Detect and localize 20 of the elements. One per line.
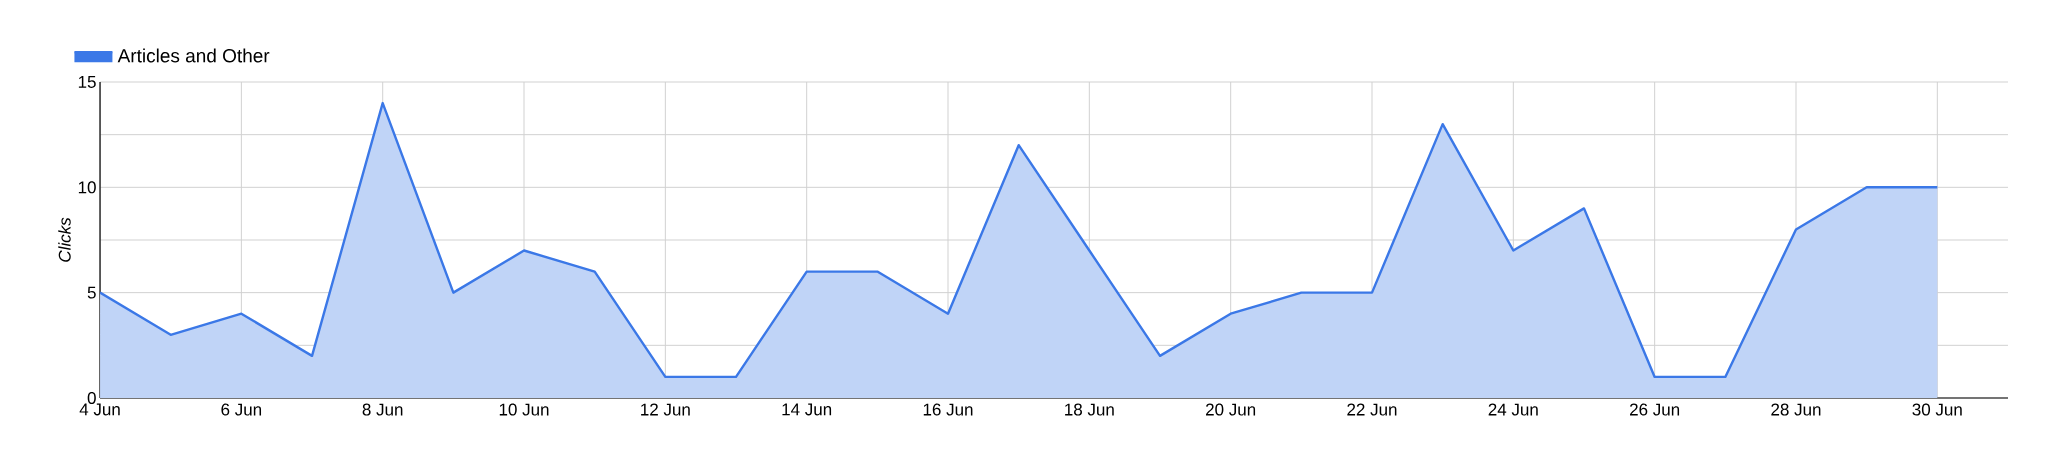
legend-label: Articles and Other [117,48,270,63]
x-tick-label: 8 Jun [362,403,403,416]
y-tick-label: 10 [78,181,96,194]
x-tick-label: 24 Jun [1488,403,1538,416]
y-tick-label: 0 [87,391,96,405]
y-tick-label: 5 [87,286,96,299]
y-axis-title: Clicks [58,217,71,262]
x-tick-label: 28 Jun [1771,403,1821,416]
x-tick-label: 16 Jun [923,403,973,416]
x-tick-label: 22 Jun [1347,403,1397,416]
y-tick-label: 15 [78,76,96,88]
x-tick-label: 12 Jun [641,403,690,416]
x-tick-label: 10 Jun [499,403,549,416]
x-tick-label: 14 Jun [782,403,832,416]
x-tick-label: 30 Jun [1912,403,1962,416]
x-tick-label: 18 Jun [1065,403,1114,416]
x-tick-label: 26 Jun [1630,403,1680,416]
x-tick-label: 6 Jun [221,403,262,416]
x-tick-label: 20 Jun [1206,403,1256,416]
x-tick-label: 4 Jun [79,403,120,416]
